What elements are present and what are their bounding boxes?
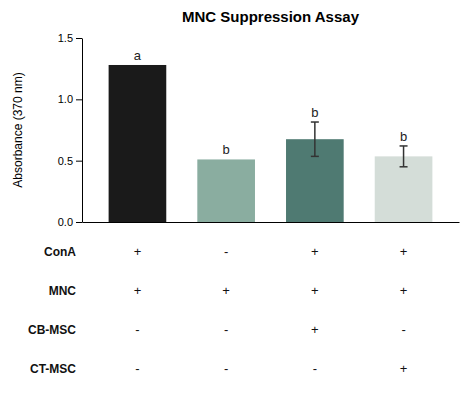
plot-area — [109, 65, 433, 222]
table-cell: - — [401, 322, 405, 337]
y-tick-label: 0.0 — [58, 216, 73, 228]
significance-label: b — [223, 142, 230, 157]
significance-label: a — [134, 48, 142, 63]
error-line — [403, 146, 405, 167]
table-row-label: ConA — [44, 245, 76, 259]
table-cell: + — [134, 244, 142, 259]
table-cell: + — [400, 283, 408, 298]
table-cell: - — [313, 361, 317, 376]
x-axis — [83, 222, 460, 223]
y-tick-label: 0.5 — [58, 155, 73, 167]
table-row-label: MNC — [49, 284, 77, 298]
y-tick-mark — [76, 222, 82, 223]
error-bar — [400, 146, 408, 167]
table-cell: + — [311, 244, 319, 259]
annotations: a b b b — [134, 48, 407, 157]
bar — [375, 156, 433, 222]
significance-label: b — [311, 105, 318, 120]
table-cell: + — [222, 283, 230, 298]
y-tick-mark — [76, 99, 82, 100]
y-tick: 0.5 — [58, 155, 82, 167]
y-tick: 0.0 — [58, 216, 82, 228]
y-axis: 0.0 0.5 1.0 1.5 — [58, 32, 83, 228]
bar — [197, 159, 255, 222]
y-tick-label: 1.5 — [58, 32, 73, 44]
error-bar — [311, 122, 319, 156]
y-tick: 1.5 — [58, 32, 82, 44]
table-row-label: CB-MSC — [28, 323, 76, 337]
error-line — [314, 122, 316, 156]
table-cell: - — [135, 361, 139, 376]
table: ConA + - + + MNC + + + + CB-MSC - - + - CT-MSC - - - + — [28, 244, 407, 376]
significance-label: b — [400, 129, 407, 144]
error-cap — [400, 145, 408, 147]
table-cell: - — [224, 244, 228, 259]
error-cap — [400, 166, 408, 168]
table-cell: + — [400, 361, 408, 376]
y-tick-mark — [76, 161, 82, 162]
table-cell: - — [135, 322, 139, 337]
y-tick: 1.0 — [58, 93, 82, 105]
bar — [109, 65, 167, 222]
table-cell: + — [311, 283, 319, 298]
table-cell: + — [400, 244, 408, 259]
y-tick-label: 1.0 — [58, 93, 73, 105]
table-cell: + — [134, 283, 142, 298]
error-cap — [311, 121, 319, 123]
table-cell: + — [311, 322, 319, 337]
table-cell: - — [224, 322, 228, 337]
error-cap — [311, 156, 319, 158]
x-axis-line — [83, 222, 460, 223]
y-axis-line — [82, 39, 83, 223]
table-row-label: CT-MSC — [30, 362, 76, 376]
y-axis-title: Absorbance (370 nm) — [11, 72, 25, 187]
table-cell: - — [224, 361, 228, 376]
chart: 0.0 0.5 1.0 1.5 a b b b MNC Suppression Assay Abs… — [0, 0, 474, 395]
y-tick-mark — [76, 38, 82, 39]
title: MNC Suppression Assay — [182, 8, 360, 25]
